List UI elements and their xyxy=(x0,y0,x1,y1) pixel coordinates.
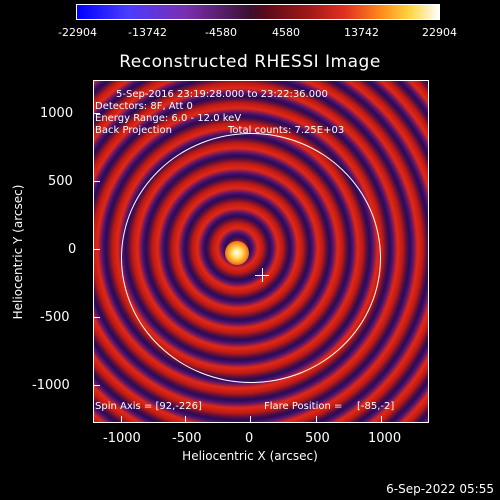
solar-disk-outline xyxy=(121,133,381,383)
flare-position-marker-v xyxy=(262,268,263,282)
y-tick-1: 1000 xyxy=(40,106,74,121)
y-tick-4: -500 xyxy=(40,310,70,325)
colorbar xyxy=(76,4,440,20)
image-plot xyxy=(93,80,429,423)
y-tick-mark-3 xyxy=(93,249,100,250)
flare-source xyxy=(225,241,249,265)
x-tick-mark-2 xyxy=(185,416,186,423)
y-tick-mark-4 xyxy=(93,317,100,318)
colorbar-label-6: 22904 xyxy=(422,26,457,39)
x-tick-3: 0 xyxy=(245,431,254,446)
colorbar-label-1: -22904 xyxy=(58,26,97,39)
y-tick-mark-2 xyxy=(93,181,100,182)
total-counts: Total counts: 7.25E+03 xyxy=(228,125,345,136)
y-tick-5: -1000 xyxy=(32,378,70,393)
y-tick-2: 500 xyxy=(48,174,73,189)
flare-position-value: [-85,-2] xyxy=(357,401,395,412)
image-title: Reconstructed RHESSI Image xyxy=(119,52,381,72)
y-axis-label: Heliocentric Y (arcsec) xyxy=(11,184,25,320)
method: Back Projection xyxy=(95,125,172,136)
flare-position-label: Flare Position = xyxy=(264,401,343,412)
time-range: 5-Sep-2016 23:19:28.000 to 23:22:36.000 xyxy=(116,89,328,100)
x-tick-mark-1 xyxy=(121,416,122,423)
colorbar-label-5: 13742 xyxy=(344,26,379,39)
x-tick-2: -500 xyxy=(172,431,202,446)
x-tick-1: -1000 xyxy=(103,431,141,446)
colorbar-label-3: -4580 xyxy=(205,26,237,39)
x-tick-5: 1000 xyxy=(368,431,402,446)
y-tick-3: 0 xyxy=(68,242,77,257)
x-axis-label: Heliocentric X (arcsec) xyxy=(182,449,318,463)
spin-axis: Spin Axis = [92,-226] xyxy=(95,401,202,412)
energy-range: Energy Range: 6.0 - 12.0 keV xyxy=(95,113,242,124)
x-tick-4: 500 xyxy=(305,431,330,446)
y-tick-mark-1 xyxy=(93,113,100,114)
x-tick-mark-3 xyxy=(250,416,251,423)
colorbar-label-4: 4580 xyxy=(272,26,300,39)
generation-timestamp: 6-Sep-2022 05:55 xyxy=(386,482,494,496)
x-tick-mark-5 xyxy=(381,416,382,423)
colorbar-label-2: -13742 xyxy=(128,26,167,39)
y-tick-mark-5 xyxy=(93,385,100,386)
detectors: Detectors: 8F, Att 0 xyxy=(95,101,193,112)
x-tick-mark-4 xyxy=(316,416,317,423)
